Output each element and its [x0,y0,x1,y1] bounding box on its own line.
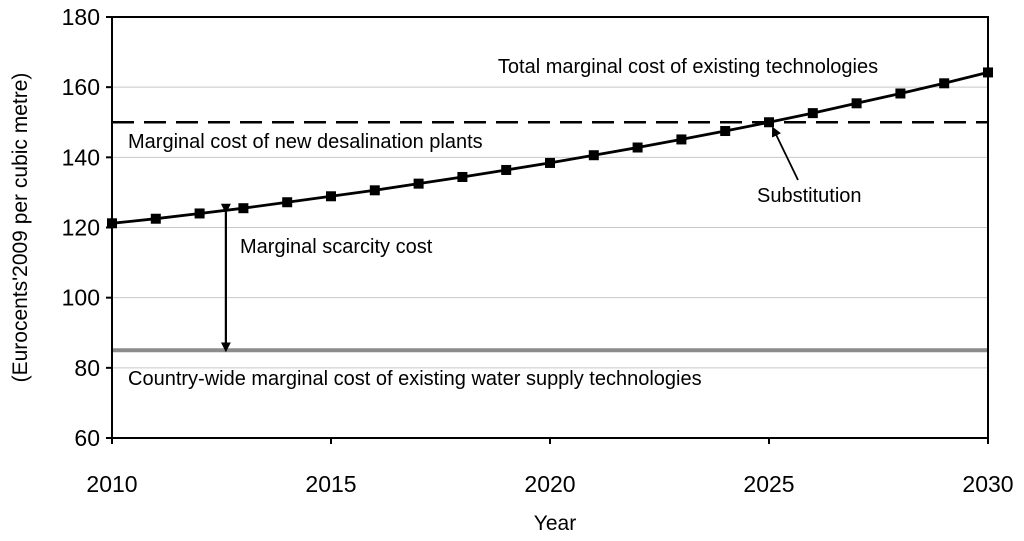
y-tick-label: 120 [62,215,100,241]
data-point-marker [238,203,249,214]
y-tick-label: 100 [62,285,100,311]
data-point-marker [676,134,687,145]
annotations: Total marginal cost of existing technolo… [128,56,878,390]
series-layer [107,67,993,353]
y-tick-label: 60 [74,425,100,451]
gridlines [112,86,988,369]
x-tick-label: 2020 [524,471,575,497]
x-tick-label: 2010 [86,471,137,497]
country-cost-label: Country-wide marginal cost of existing w… [128,368,702,390]
x-tick-label: 2030 [962,471,1013,497]
data-point-marker [501,164,512,175]
y-tick-label: 180 [62,4,100,30]
data-point-marker [764,117,774,128]
data-point-marker [194,208,205,219]
data-point-marker [720,126,731,137]
x-tick-label: 2025 [743,471,794,497]
data-point-marker [282,197,293,208]
y-tick-label: 80 [74,355,100,381]
data-point-marker [150,213,161,224]
data-point-marker [851,98,862,109]
scarcity-cost-label: Marginal scarcity cost [240,236,433,258]
data-point-marker [413,178,424,189]
substitution-label: Substitution [757,185,862,207]
data-point-marker [895,88,906,99]
data-point-marker [326,191,336,202]
data-point-marker [807,108,818,119]
data-point-marker [369,185,380,196]
substitution-arrow [771,126,799,181]
x-tick-label: 2015 [305,471,356,497]
y-tick-label: 160 [62,74,100,100]
x-axis-title: Year [534,512,576,535]
y-tick-label: 140 [62,144,100,170]
total-cost-label: Total marginal cost of existing technolo… [498,56,878,78]
y-axis: 60 80 100 120 140 160 180 [62,4,112,451]
desalination-cost-label: Marginal cost of new desalination plants [128,131,483,153]
data-point-marker [457,171,468,182]
data-point-marker [588,150,599,161]
data-point-marker [545,157,555,168]
data-point-marker [632,142,643,153]
x-axis: 2010 2015 2020 2025 2030 [86,438,1014,497]
y-axis-title: (Eurocents'2009 per cubic metre) [9,73,32,383]
data-point-marker [939,78,950,89]
